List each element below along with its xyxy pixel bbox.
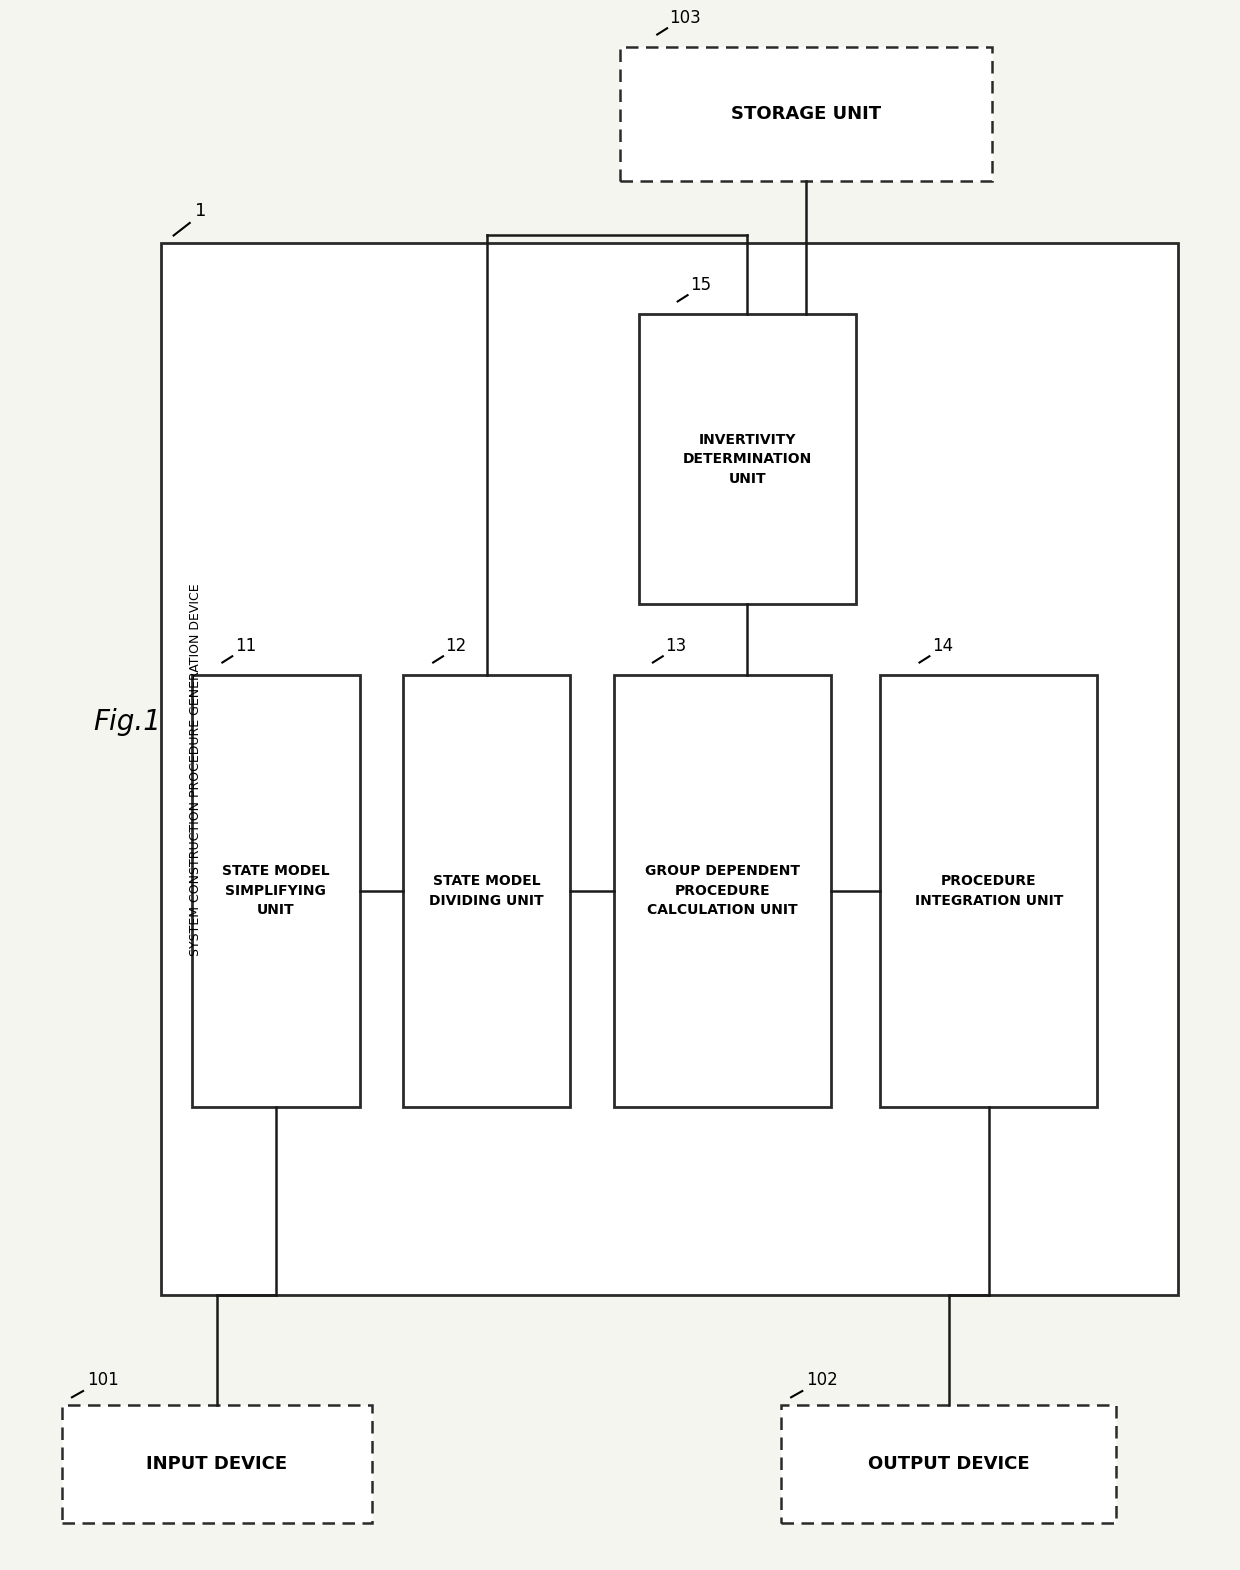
Bar xyxy=(781,1405,1116,1523)
Bar xyxy=(620,47,992,181)
Bar xyxy=(403,675,570,1107)
Text: INVERTIVITY
DETERMINATION
UNIT: INVERTIVITY DETERMINATION UNIT xyxy=(682,433,812,485)
Text: 13: 13 xyxy=(665,637,687,655)
Bar xyxy=(880,675,1097,1107)
Text: INPUT DEVICE: INPUT DEVICE xyxy=(146,1455,288,1473)
Text: 101: 101 xyxy=(87,1372,119,1389)
Text: 11: 11 xyxy=(234,637,255,655)
Text: 102: 102 xyxy=(806,1372,838,1389)
Text: STATE MODEL
SIMPLIFYING
UNIT: STATE MODEL SIMPLIFYING UNIT xyxy=(222,865,330,917)
Text: PROCEDURE
INTEGRATION UNIT: PROCEDURE INTEGRATION UNIT xyxy=(915,874,1063,907)
Text: SYSTEM CONSTRUCTION PROCEDURE GENERATION DEVICE: SYSTEM CONSTRUCTION PROCEDURE GENERATION… xyxy=(190,582,202,956)
Text: GROUP DEPENDENT
PROCEDURE
CALCULATION UNIT: GROUP DEPENDENT PROCEDURE CALCULATION UN… xyxy=(645,865,800,917)
Bar xyxy=(192,675,360,1107)
Bar xyxy=(614,675,831,1107)
Text: OUTPUT DEVICE: OUTPUT DEVICE xyxy=(868,1455,1029,1473)
Text: STATE MODEL
DIVIDING UNIT: STATE MODEL DIVIDING UNIT xyxy=(429,874,544,907)
Bar xyxy=(161,243,1178,1295)
Text: 14: 14 xyxy=(932,637,954,655)
Text: 12: 12 xyxy=(445,637,466,655)
Bar xyxy=(62,1405,372,1523)
Text: Fig.1: Fig.1 xyxy=(93,708,161,736)
Text: 1: 1 xyxy=(195,203,206,220)
Text: 103: 103 xyxy=(670,9,702,27)
Bar xyxy=(639,314,856,604)
Text: STORAGE UNIT: STORAGE UNIT xyxy=(730,105,882,122)
Text: 15: 15 xyxy=(689,276,712,294)
